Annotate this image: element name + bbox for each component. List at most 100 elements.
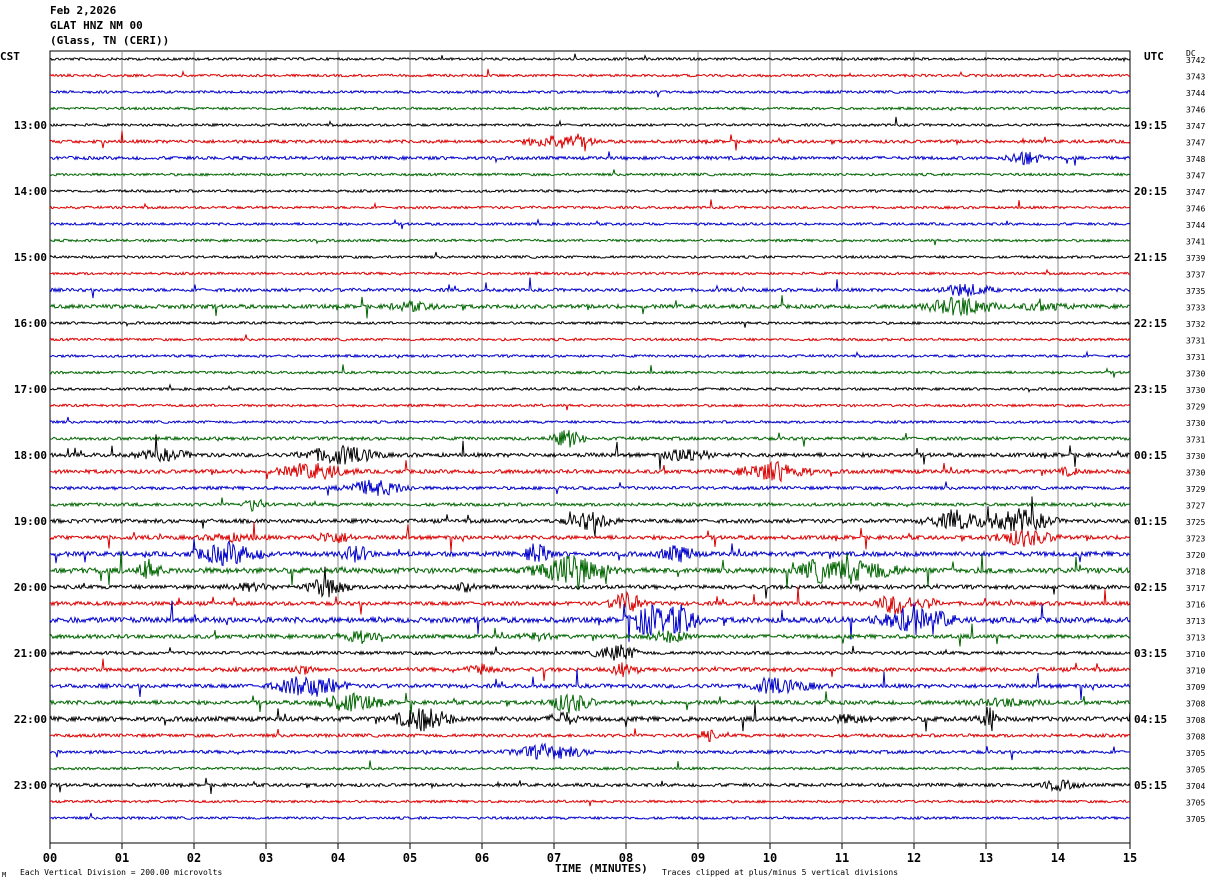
dc-value: 3746 bbox=[1186, 205, 1205, 214]
dc-value: 3741 bbox=[1186, 238, 1205, 247]
trace-row bbox=[49, 350, 1131, 360]
trace-row bbox=[49, 703, 1131, 732]
dc-value: 3708 bbox=[1186, 716, 1205, 725]
dc-value: 3718 bbox=[1186, 568, 1205, 577]
trace-row bbox=[49, 600, 1131, 642]
dc-value: 3747 bbox=[1186, 122, 1205, 131]
x-tick-label: 09 bbox=[691, 851, 705, 865]
plot-grid bbox=[49, 50, 1131, 849]
x-tick-label: 12 bbox=[907, 851, 921, 865]
dc-value: 3731 bbox=[1186, 436, 1205, 445]
trace-row bbox=[49, 169, 1131, 177]
dc-value: 3705 bbox=[1186, 799, 1205, 808]
trace-group bbox=[49, 53, 1131, 821]
trace-row bbox=[49, 691, 1131, 715]
trace-row bbox=[49, 403, 1131, 411]
dc-value: 3747 bbox=[1186, 139, 1205, 148]
trace-row bbox=[49, 496, 1131, 537]
header-date: Feb 2,2026 bbox=[50, 4, 117, 17]
right-hour-label: 23:15 bbox=[1134, 383, 1167, 396]
dc-value: 3709 bbox=[1186, 683, 1205, 692]
x-tick-label: 02 bbox=[187, 851, 201, 865]
trace-row bbox=[49, 188, 1130, 195]
left-hour-label: 19:00 bbox=[14, 515, 47, 528]
scale-note: Each Vertical Division = 200.00 microvol… bbox=[20, 868, 223, 877]
trace-row bbox=[49, 251, 1130, 260]
trace-row bbox=[49, 130, 1131, 152]
x-tick-label: 15 bbox=[1123, 851, 1137, 865]
trace-row bbox=[49, 383, 1131, 394]
trace-row bbox=[49, 777, 1131, 795]
trace-row bbox=[49, 334, 1131, 342]
x-tick-label: 14 bbox=[1051, 851, 1065, 865]
dc-value: 3730 bbox=[1186, 370, 1205, 379]
left-hour-label: 15:00 bbox=[14, 251, 47, 264]
trace-row bbox=[49, 658, 1131, 682]
right-hour-label: 22:15 bbox=[1134, 317, 1167, 330]
trace-row bbox=[49, 760, 1131, 771]
clip-note: Traces clipped at plus/minus 5 vertical … bbox=[662, 868, 899, 877]
trace-row bbox=[49, 53, 1131, 63]
dc-value: 3727 bbox=[1186, 502, 1205, 511]
trace-row bbox=[49, 799, 1131, 807]
left-hour-label: 14:00 bbox=[14, 185, 47, 198]
dc-value: 3744 bbox=[1186, 221, 1205, 230]
right-hour-label: 04:15 bbox=[1134, 713, 1167, 726]
trace-row bbox=[49, 566, 1131, 599]
header-location: (Glass, TN (CERI)) bbox=[50, 34, 170, 47]
trace-row bbox=[49, 812, 1131, 821]
dc-value: 3748 bbox=[1186, 155, 1205, 164]
right-hour-label: 01:15 bbox=[1134, 515, 1167, 528]
trace-row bbox=[49, 644, 1131, 661]
dc-value: 3708 bbox=[1186, 733, 1205, 742]
dc-value: 3705 bbox=[1186, 749, 1205, 758]
trace-row bbox=[49, 479, 1131, 496]
x-tick-label: 08 bbox=[619, 851, 633, 865]
left-hour-label: 21:00 bbox=[14, 647, 47, 660]
dc-value: 3730 bbox=[1186, 469, 1205, 478]
right-hour-label: 00:15 bbox=[1134, 449, 1167, 462]
left-hour-label: 16:00 bbox=[14, 317, 47, 330]
left-hour-label: 20:00 bbox=[14, 581, 47, 594]
dc-value: 3739 bbox=[1186, 254, 1205, 263]
dc-value: 3705 bbox=[1186, 766, 1205, 775]
right-hour-label: 20:15 bbox=[1134, 185, 1167, 198]
right-hour-label: 03:15 bbox=[1134, 647, 1167, 660]
dc-value: 3730 bbox=[1186, 386, 1205, 395]
trace-row bbox=[49, 116, 1131, 128]
x-tick-label: 07 bbox=[547, 851, 561, 865]
dc-value: 3747 bbox=[1186, 172, 1205, 181]
dc-value: 3729 bbox=[1186, 403, 1205, 412]
dc-value: 3742 bbox=[1186, 56, 1205, 65]
trace-row bbox=[49, 238, 1131, 246]
trace-row bbox=[49, 416, 1131, 425]
right-hour-label: 19:15 bbox=[1134, 119, 1167, 132]
left-hour-label: 17:00 bbox=[14, 383, 47, 396]
left-hour-label: 22:00 bbox=[14, 713, 47, 726]
dc-value: 3737 bbox=[1186, 271, 1205, 280]
dc-value: 3732 bbox=[1186, 320, 1205, 329]
trace-row bbox=[49, 320, 1131, 328]
trace-row bbox=[49, 199, 1131, 210]
label-group: 00 01 02 03 04 05 06 07 08 09 10 11 12 13 14 15 3742 3743… bbox=[14, 56, 1206, 865]
dc-value: 3708 bbox=[1186, 700, 1205, 709]
right-hour-label: 21:15 bbox=[1134, 251, 1167, 264]
dc-value: 3723 bbox=[1186, 535, 1205, 544]
dc-value: 3710 bbox=[1186, 667, 1205, 676]
trace-row bbox=[49, 623, 1131, 647]
dc-value: 3725 bbox=[1186, 518, 1205, 527]
trace-row bbox=[49, 521, 1131, 552]
dc-value: 3746 bbox=[1186, 106, 1205, 115]
dc-value: 3705 bbox=[1186, 815, 1205, 824]
x-tick-label: 05 bbox=[403, 851, 417, 865]
trace-row bbox=[49, 728, 1131, 743]
header-station: GLAT HNZ NM 00 bbox=[50, 19, 143, 32]
trace-row bbox=[49, 586, 1131, 615]
x-axis-label: TIME (MINUTES) bbox=[555, 862, 648, 875]
x-tick-label: 04 bbox=[331, 851, 345, 865]
trace-row bbox=[49, 497, 1131, 513]
trace-row bbox=[49, 742, 1131, 761]
dc-value: 3729 bbox=[1186, 485, 1205, 494]
dc-value: 3720 bbox=[1186, 551, 1205, 560]
